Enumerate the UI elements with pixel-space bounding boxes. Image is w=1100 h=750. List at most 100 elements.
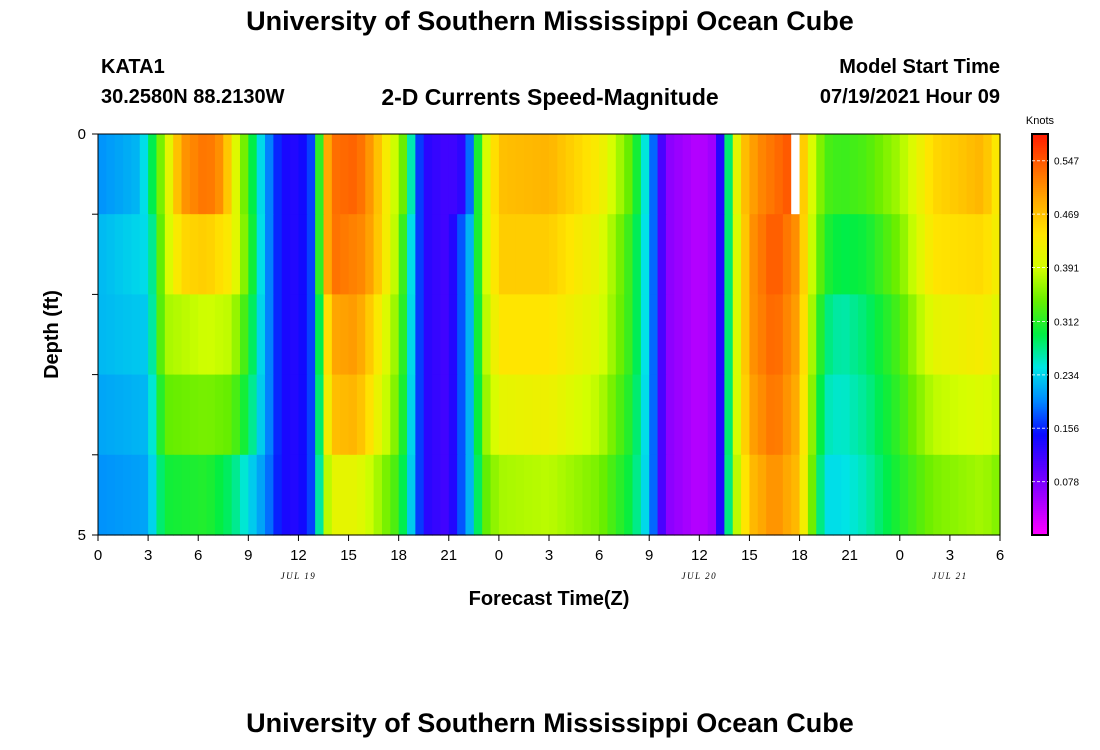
colorbar-swatch: [1032, 150, 1048, 153]
heatmap-cell: [657, 134, 667, 215]
heatmap-cell: [290, 134, 300, 215]
colorbar-swatch: [1032, 204, 1048, 207]
colorbar-swatch: [1032, 366, 1048, 370]
heatmap-cell: [139, 294, 149, 376]
heatmap-cell: [365, 294, 375, 376]
heatmap-cell: [816, 134, 826, 215]
colorbar-swatch: [1032, 420, 1048, 424]
heatmap-cell: [340, 214, 350, 295]
chart-subtitle: 2-D Currents Speed-Magnitude: [381, 84, 719, 110]
colorbar-swatch: [1032, 316, 1048, 320]
heatmap-cell: [924, 134, 934, 215]
colorbar-swatch: [1032, 280, 1048, 283]
heatmap-cell: [632, 454, 642, 536]
y-tick-label: 5: [78, 527, 86, 544]
heatmap-cell: [315, 374, 325, 456]
x-tick-label: 6: [194, 547, 202, 564]
heatmap-cell: [373, 214, 383, 295]
heatmap-cell: [390, 454, 400, 536]
heatmap-cell: [315, 214, 325, 295]
heatmap-cell: [624, 294, 634, 376]
heatmap-cell: [716, 454, 725, 536]
heatmap-cell: [331, 134, 341, 215]
heatmap-cell: [273, 454, 283, 536]
colorbar-swatch: [1032, 500, 1048, 504]
heatmap-cell: [206, 134, 216, 215]
heatmap-cell: [98, 374, 107, 456]
colorbar-swatch: [1032, 250, 1048, 253]
heatmap-cell: [941, 134, 951, 215]
heatmap-cell: [206, 214, 216, 295]
heatmap-cell: [816, 454, 826, 536]
heatmap-cell: [958, 454, 968, 536]
heatmap-cell: [849, 374, 859, 456]
colorbar-swatch: [1032, 468, 1048, 472]
heatmap-cell: [323, 374, 333, 456]
colorbar-swatch: [1032, 282, 1048, 285]
heatmap-cell: [381, 294, 391, 376]
colorbar-swatch: [1032, 144, 1048, 147]
heatmap-cell: [674, 134, 684, 215]
heatmap-cell: [239, 454, 249, 536]
colorbar-swatch: [1032, 380, 1048, 384]
heatmap-cell: [390, 214, 400, 295]
colorbar-swatch: [1032, 288, 1048, 291]
heatmap-cell: [440, 374, 450, 456]
colorbar-swatch: [1032, 222, 1048, 225]
heatmap-cell: [690, 134, 700, 215]
x-tick-label: 21: [440, 547, 457, 564]
heatmap-cell: [198, 454, 208, 536]
heatmap-cell: [507, 374, 517, 456]
heatmap-cell: [507, 454, 517, 536]
heatmap-cell: [482, 134, 492, 215]
colorbar-swatch: [1032, 174, 1048, 177]
heatmap-cell: [732, 374, 742, 456]
x-date-label: JUL 20: [682, 571, 718, 581]
heatmap-cell: [674, 294, 684, 376]
heatmap-cell: [348, 214, 358, 295]
heatmap-cell: [607, 454, 617, 536]
colorbar-swatch: [1032, 386, 1048, 390]
heatmap-cell: [690, 454, 700, 536]
heatmap-cell: [849, 294, 859, 376]
colorbar-swatch: [1032, 360, 1048, 364]
colorbar-swatch: [1032, 310, 1048, 314]
heatmap-cell: [724, 374, 734, 456]
colorbar-swatch: [1032, 212, 1048, 215]
heatmap-cell: [949, 294, 959, 376]
heatmap-cell: [949, 454, 959, 536]
heatmap-cell: [114, 454, 124, 536]
x-tick-label: 0: [94, 547, 102, 564]
heatmap-cell: [256, 134, 266, 215]
heatmap-cell: [933, 374, 943, 456]
heatmap-cell: [849, 214, 859, 295]
heatmap-cell: [373, 374, 383, 456]
colorbar-swatch: [1032, 432, 1048, 436]
heatmap-cell: [757, 214, 767, 295]
heatmap-cell: [891, 454, 901, 536]
heatmap-cell: [290, 214, 300, 295]
colorbar-swatch: [1032, 382, 1048, 386]
colorbar-tick-label: 0.078: [1054, 478, 1079, 489]
heatmap-cell: [866, 294, 876, 376]
heatmap-cell: [398, 294, 408, 376]
heatmap-cell: [523, 294, 533, 376]
heatmap-cell: [156, 214, 166, 295]
colorbar-tick-label: 0.312: [1054, 317, 1079, 328]
heatmap-cell: [724, 294, 734, 376]
heatmap-cell: [173, 454, 183, 536]
heatmap-cell: [98, 214, 107, 295]
heatmap-cell: [98, 134, 107, 215]
heatmap-cell: [866, 134, 876, 215]
heatmap-cell: [248, 214, 258, 295]
heatmap-cell: [916, 214, 926, 295]
colorbar-swatch: [1032, 376, 1048, 380]
heatmap-cell: [582, 214, 592, 295]
colorbar-swatch: [1032, 224, 1048, 227]
heatmap-cell: [398, 374, 408, 456]
heatmap-cell: [565, 374, 575, 456]
heatmap-cell: [557, 454, 567, 536]
heatmap-cell: [699, 294, 709, 376]
colorbar-swatch: [1032, 240, 1048, 243]
